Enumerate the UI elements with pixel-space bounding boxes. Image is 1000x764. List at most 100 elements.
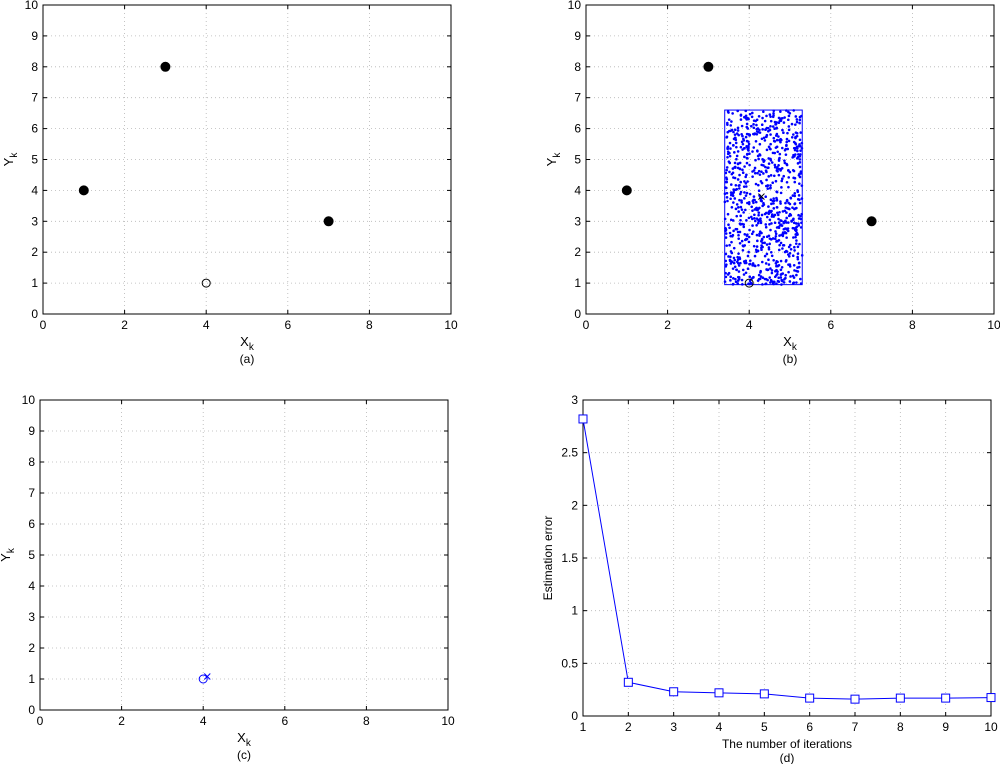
y-tick-label: 10 bbox=[22, 393, 36, 407]
x-tick-label: 10 bbox=[444, 318, 458, 332]
y-tick-label: 4 bbox=[574, 183, 581, 197]
particle-point bbox=[761, 283, 764, 286]
x-tick-label: 0 bbox=[37, 714, 44, 728]
particle-point bbox=[798, 121, 801, 125]
particle-point bbox=[726, 273, 730, 276]
particle-point bbox=[733, 128, 737, 132]
particle-point bbox=[743, 191, 746, 194]
particle-point bbox=[764, 165, 767, 169]
particle-point bbox=[740, 140, 744, 144]
particle-point bbox=[729, 147, 732, 150]
y-tick-label: 6 bbox=[28, 517, 35, 531]
particle-point bbox=[773, 275, 777, 279]
particle-point bbox=[791, 254, 795, 258]
particle-point bbox=[798, 165, 802, 169]
particle-point bbox=[744, 261, 748, 265]
x-tick-label: 2 bbox=[625, 720, 632, 734]
particle-point bbox=[746, 267, 750, 270]
particle-point bbox=[795, 273, 798, 277]
particle-point bbox=[793, 148, 797, 152]
particle-point bbox=[763, 119, 767, 123]
particle-point bbox=[794, 229, 798, 233]
particle-point bbox=[798, 153, 802, 156]
particle-point bbox=[736, 162, 740, 165]
y-axis-label-main: Y bbox=[1, 157, 16, 166]
particle-point bbox=[754, 248, 758, 252]
particle-point bbox=[750, 124, 753, 128]
particle-point bbox=[774, 179, 778, 183]
particle-point bbox=[745, 191, 749, 195]
particle-point bbox=[732, 229, 735, 233]
y-axis-label-main: Y bbox=[544, 157, 559, 166]
particle-point bbox=[734, 183, 738, 187]
particle-point bbox=[755, 245, 759, 248]
particle-point bbox=[775, 205, 779, 209]
panel-caption: (c) bbox=[237, 748, 251, 762]
particle-point bbox=[761, 245, 764, 249]
particle-point bbox=[748, 228, 751, 232]
x-tick-label: 5 bbox=[761, 720, 768, 734]
particle-point bbox=[752, 169, 756, 172]
particle-point bbox=[783, 148, 787, 152]
particle-point bbox=[735, 145, 738, 149]
particle-point bbox=[777, 135, 780, 138]
particle-point bbox=[772, 215, 775, 218]
particle-point bbox=[735, 203, 739, 206]
particle-point bbox=[737, 264, 741, 267]
particle-point bbox=[751, 209, 754, 212]
particle-point bbox=[740, 222, 744, 226]
target-node-point bbox=[198, 674, 208, 684]
particle-point bbox=[730, 240, 733, 244]
x-tick-label: 4 bbox=[746, 318, 753, 332]
particle-point bbox=[755, 127, 759, 131]
particle-point bbox=[767, 234, 771, 238]
particle-point bbox=[735, 214, 739, 218]
data-point-marker bbox=[850, 694, 860, 704]
particle-point bbox=[743, 244, 747, 247]
particle-point bbox=[796, 189, 799, 192]
particle-point bbox=[759, 219, 762, 223]
x-axis-label-sub: k bbox=[246, 738, 252, 749]
particle-point bbox=[737, 270, 741, 273]
particle-point bbox=[754, 219, 757, 223]
anchor-node-point bbox=[323, 216, 334, 227]
particle-point bbox=[783, 230, 787, 234]
particle-point bbox=[772, 136, 776, 140]
particle-point bbox=[798, 158, 802, 161]
particle-point bbox=[780, 278, 783, 282]
particle-point bbox=[732, 130, 735, 134]
particle-point bbox=[742, 225, 746, 229]
particle-point bbox=[729, 218, 733, 222]
particle-point bbox=[754, 158, 757, 162]
particle-point bbox=[732, 201, 735, 204]
particle-point bbox=[799, 172, 803, 175]
y-tick-label: 6 bbox=[574, 122, 581, 136]
particle-point bbox=[792, 133, 795, 136]
particle-point bbox=[733, 265, 737, 269]
particle-point bbox=[787, 185, 790, 189]
particle-point bbox=[745, 139, 749, 143]
particle-point bbox=[779, 200, 782, 203]
particle-point bbox=[772, 202, 775, 205]
particle-point bbox=[724, 252, 728, 256]
particle-point bbox=[743, 155, 746, 159]
particle-point bbox=[771, 151, 775, 155]
particle-point bbox=[756, 221, 760, 225]
particle-point bbox=[795, 134, 799, 138]
y-tick-label: 6 bbox=[31, 122, 38, 136]
particle-point bbox=[798, 115, 802, 119]
y-axis-label: Estimation error bbox=[541, 516, 555, 601]
particle-point bbox=[756, 208, 759, 212]
particle-point bbox=[769, 157, 772, 161]
particle-point bbox=[760, 231, 763, 235]
y-tick-label: 3 bbox=[571, 393, 578, 407]
particle-point bbox=[736, 230, 740, 234]
particle-point bbox=[777, 276, 780, 280]
particle-point bbox=[777, 173, 781, 177]
anchor-node-point bbox=[621, 185, 632, 196]
particle-point bbox=[739, 118, 743, 121]
particle-point bbox=[749, 259, 752, 262]
particle-point bbox=[777, 217, 780, 221]
particle-point bbox=[729, 129, 732, 133]
